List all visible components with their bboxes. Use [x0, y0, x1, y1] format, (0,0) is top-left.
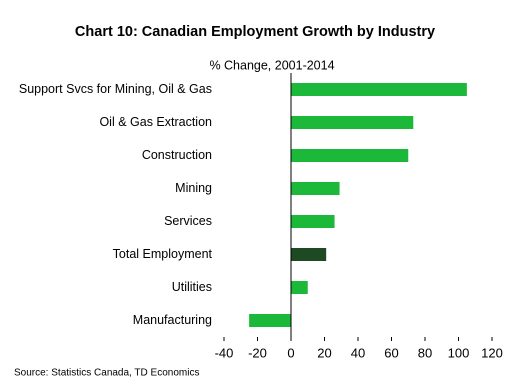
x-tick-label: 80: [418, 345, 432, 360]
bar: [291, 83, 467, 96]
x-tick-label: 120: [481, 345, 503, 360]
x-tick-label: 100: [448, 345, 470, 360]
bar: [249, 314, 291, 327]
y-tick-label: Construction: [142, 148, 212, 162]
bar: [291, 215, 335, 228]
bar: [291, 149, 409, 162]
y-tick-label: Manufacturing: [133, 313, 212, 327]
x-tick-label: 0: [287, 345, 294, 360]
y-tick-label: Mining: [175, 181, 212, 195]
source-note: Source: Statistics Canada, TD Economics: [14, 368, 199, 379]
bar: [291, 116, 414, 129]
bar: [291, 248, 327, 261]
chart-title: Chart 10: Canadian Employment Growth by …: [75, 24, 435, 40]
y-tick-label: Utilities: [172, 280, 212, 294]
x-tick-label: 40: [351, 345, 365, 360]
x-tick-label: -20: [248, 345, 267, 360]
y-tick-label: Oil & Gas Extraction: [99, 115, 212, 129]
x-tick-label: -40: [215, 345, 234, 360]
x-tick-label: 60: [384, 345, 398, 360]
y-tick-label: Support Svcs for Mining, Oil & Gas: [19, 82, 212, 96]
bar: [291, 281, 308, 294]
x-tick-label: 20: [317, 345, 331, 360]
y-tick-label: Services: [164, 214, 212, 228]
chart-subtitle: % Change, 2001-2014: [209, 58, 334, 72]
bar: [291, 182, 340, 195]
y-tick-label: Total Employment: [113, 247, 213, 261]
